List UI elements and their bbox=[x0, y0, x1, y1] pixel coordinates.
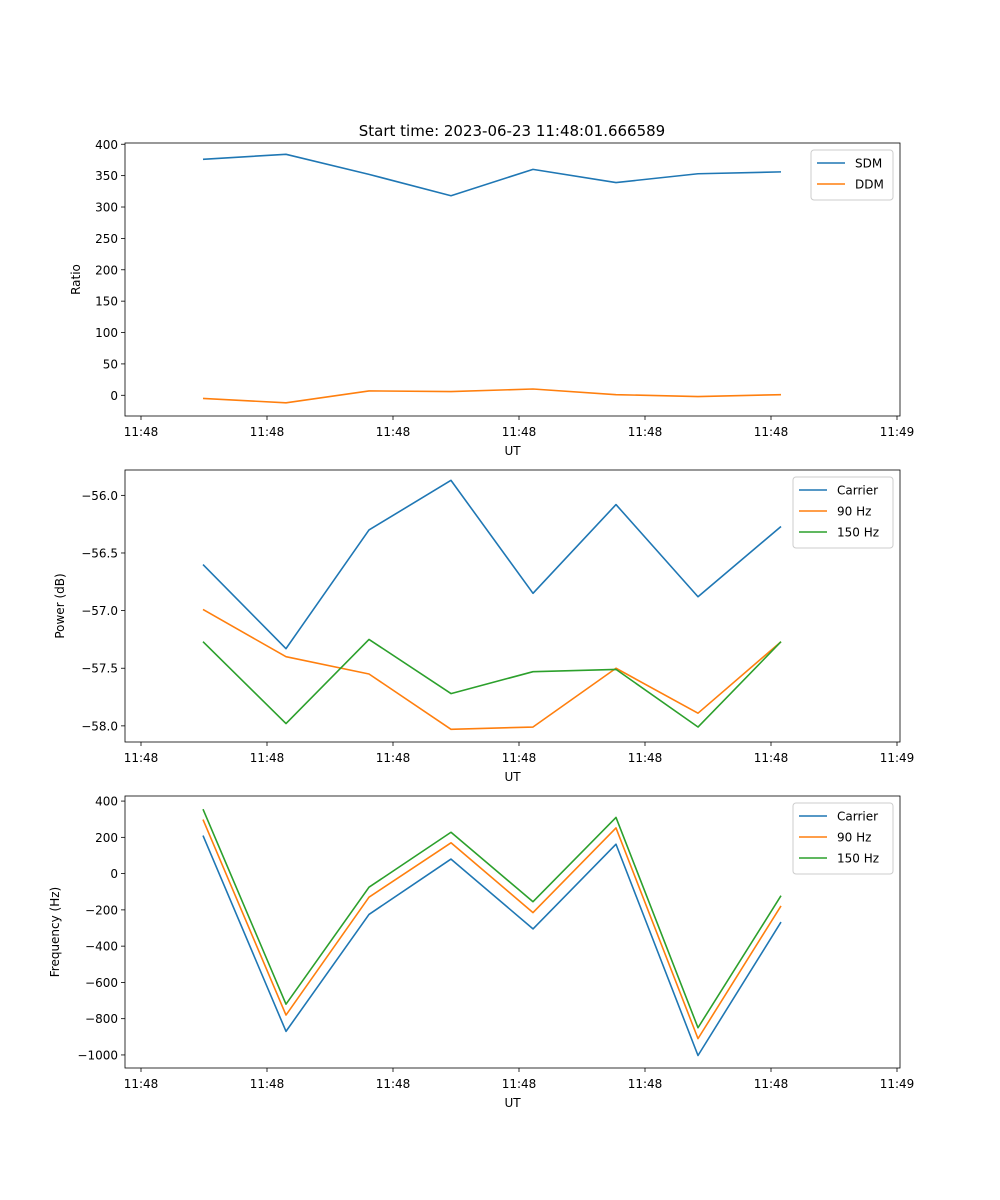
y-axis-label: Ratio bbox=[69, 264, 83, 295]
y-tick-label: 150 bbox=[95, 295, 118, 309]
y-tick-label: 50 bbox=[103, 357, 118, 371]
y-tick-label: 0 bbox=[110, 867, 118, 881]
y-tick-label: −56.0 bbox=[81, 489, 118, 503]
x-tick-label: 11:48 bbox=[124, 1077, 159, 1091]
chart-panel-2: 11:48 11:48 11:48 11:48 11:48 11:48 11:49 −56.0… bbox=[53, 469, 915, 784]
series-line-carrier bbox=[202, 479, 782, 650]
x-tick-label: 11:48 bbox=[250, 1077, 285, 1091]
y-tick-label: −57.5 bbox=[81, 662, 118, 676]
y-axis-label: Power (dB) bbox=[53, 573, 67, 638]
legend-label: DDM bbox=[855, 178, 884, 192]
legend-label: Carrier bbox=[837, 810, 878, 824]
x-tick-label: 11:49 bbox=[880, 425, 915, 439]
series-line-90-hz bbox=[202, 819, 782, 1040]
x-tick-label: 11:48 bbox=[124, 751, 159, 765]
y-tick-label: 250 bbox=[95, 232, 118, 246]
x-axis-label: UT bbox=[504, 444, 521, 458]
x-tick-label: 11:48 bbox=[502, 1077, 537, 1091]
x-tick-label: 11:48 bbox=[754, 425, 789, 439]
y-tick-label: 100 bbox=[95, 326, 118, 340]
y-tick-label: 400 bbox=[95, 795, 118, 809]
series-line-90-hz bbox=[202, 608, 782, 731]
chart-panel-3: 11:48 11:48 11:48 11:48 11:48 11:48 11:49 400 20… bbox=[48, 795, 914, 1110]
legend-label: Carrier bbox=[837, 484, 878, 498]
x-tick-label: 11:48 bbox=[754, 751, 789, 765]
y-tick-label: −57.0 bbox=[81, 604, 118, 618]
x-axis-label: UT bbox=[504, 1096, 521, 1110]
axes-frame bbox=[124, 469, 901, 743]
axes-frame bbox=[124, 142, 901, 417]
legend-label: SDM bbox=[855, 157, 882, 171]
y-tick-label: 400 bbox=[95, 138, 118, 152]
y-tick-label: −600 bbox=[85, 976, 118, 990]
x-tick-label: 11:48 bbox=[502, 751, 537, 765]
y-tick-label: 200 bbox=[95, 263, 118, 277]
x-tick-label: 11:48 bbox=[250, 425, 285, 439]
series-line-150-hz bbox=[202, 638, 782, 728]
axes-frame bbox=[124, 795, 901, 1069]
x-tick-label: 11:48 bbox=[628, 751, 663, 765]
x-tick-label: 11:48 bbox=[124, 425, 159, 439]
chart-panel-1: 11:48 11:48 11:48 11:48 11:48 11:48 11:49 0 50 10… bbox=[69, 138, 914, 458]
x-tick-label: 11:49 bbox=[880, 751, 915, 765]
x-tick-label: 11:48 bbox=[628, 1077, 663, 1091]
legend-label: 150 Hz bbox=[837, 526, 879, 540]
legend-label: 150 Hz bbox=[837, 852, 879, 866]
y-tick-label: −1000 bbox=[77, 1048, 118, 1062]
series-line-sdm bbox=[202, 153, 782, 197]
y-tick-label: −58.0 bbox=[81, 719, 118, 733]
x-axis-label: UT bbox=[504, 770, 521, 784]
legend-label: 90 Hz bbox=[837, 831, 871, 845]
legend-label: 90 Hz bbox=[837, 505, 871, 519]
legend-box bbox=[792, 802, 894, 875]
legend-box bbox=[792, 476, 894, 549]
series-line-carrier bbox=[202, 835, 782, 1057]
x-tick-label: 11:48 bbox=[376, 1077, 411, 1091]
x-tick-label: 11:48 bbox=[376, 425, 411, 439]
y-tick-label: 300 bbox=[95, 201, 118, 215]
x-tick-label: 11:48 bbox=[250, 751, 285, 765]
y-tick-label: −200 bbox=[85, 903, 118, 917]
y-axis-label: Frequency (Hz) bbox=[48, 887, 62, 978]
x-tick-label: 11:49 bbox=[880, 1077, 915, 1091]
y-tick-label: 0 bbox=[110, 389, 118, 403]
x-tick-label: 11:48 bbox=[502, 425, 537, 439]
x-tick-label: 11:48 bbox=[376, 751, 411, 765]
y-tick-label: −800 bbox=[85, 1012, 118, 1026]
x-tick-label: 11:48 bbox=[628, 425, 663, 439]
y-tick-label: 350 bbox=[95, 169, 118, 183]
figure-title: Start time: 2023-06-23 11:48:01.666589 bbox=[359, 122, 665, 140]
series-line-150-hz bbox=[202, 808, 782, 1029]
y-tick-label: −400 bbox=[85, 940, 118, 954]
y-tick-label: −56.5 bbox=[81, 546, 118, 560]
y-tick-label: 200 bbox=[95, 831, 118, 845]
series-line-ddm bbox=[202, 388, 782, 404]
x-tick-label: 11:48 bbox=[754, 1077, 789, 1091]
